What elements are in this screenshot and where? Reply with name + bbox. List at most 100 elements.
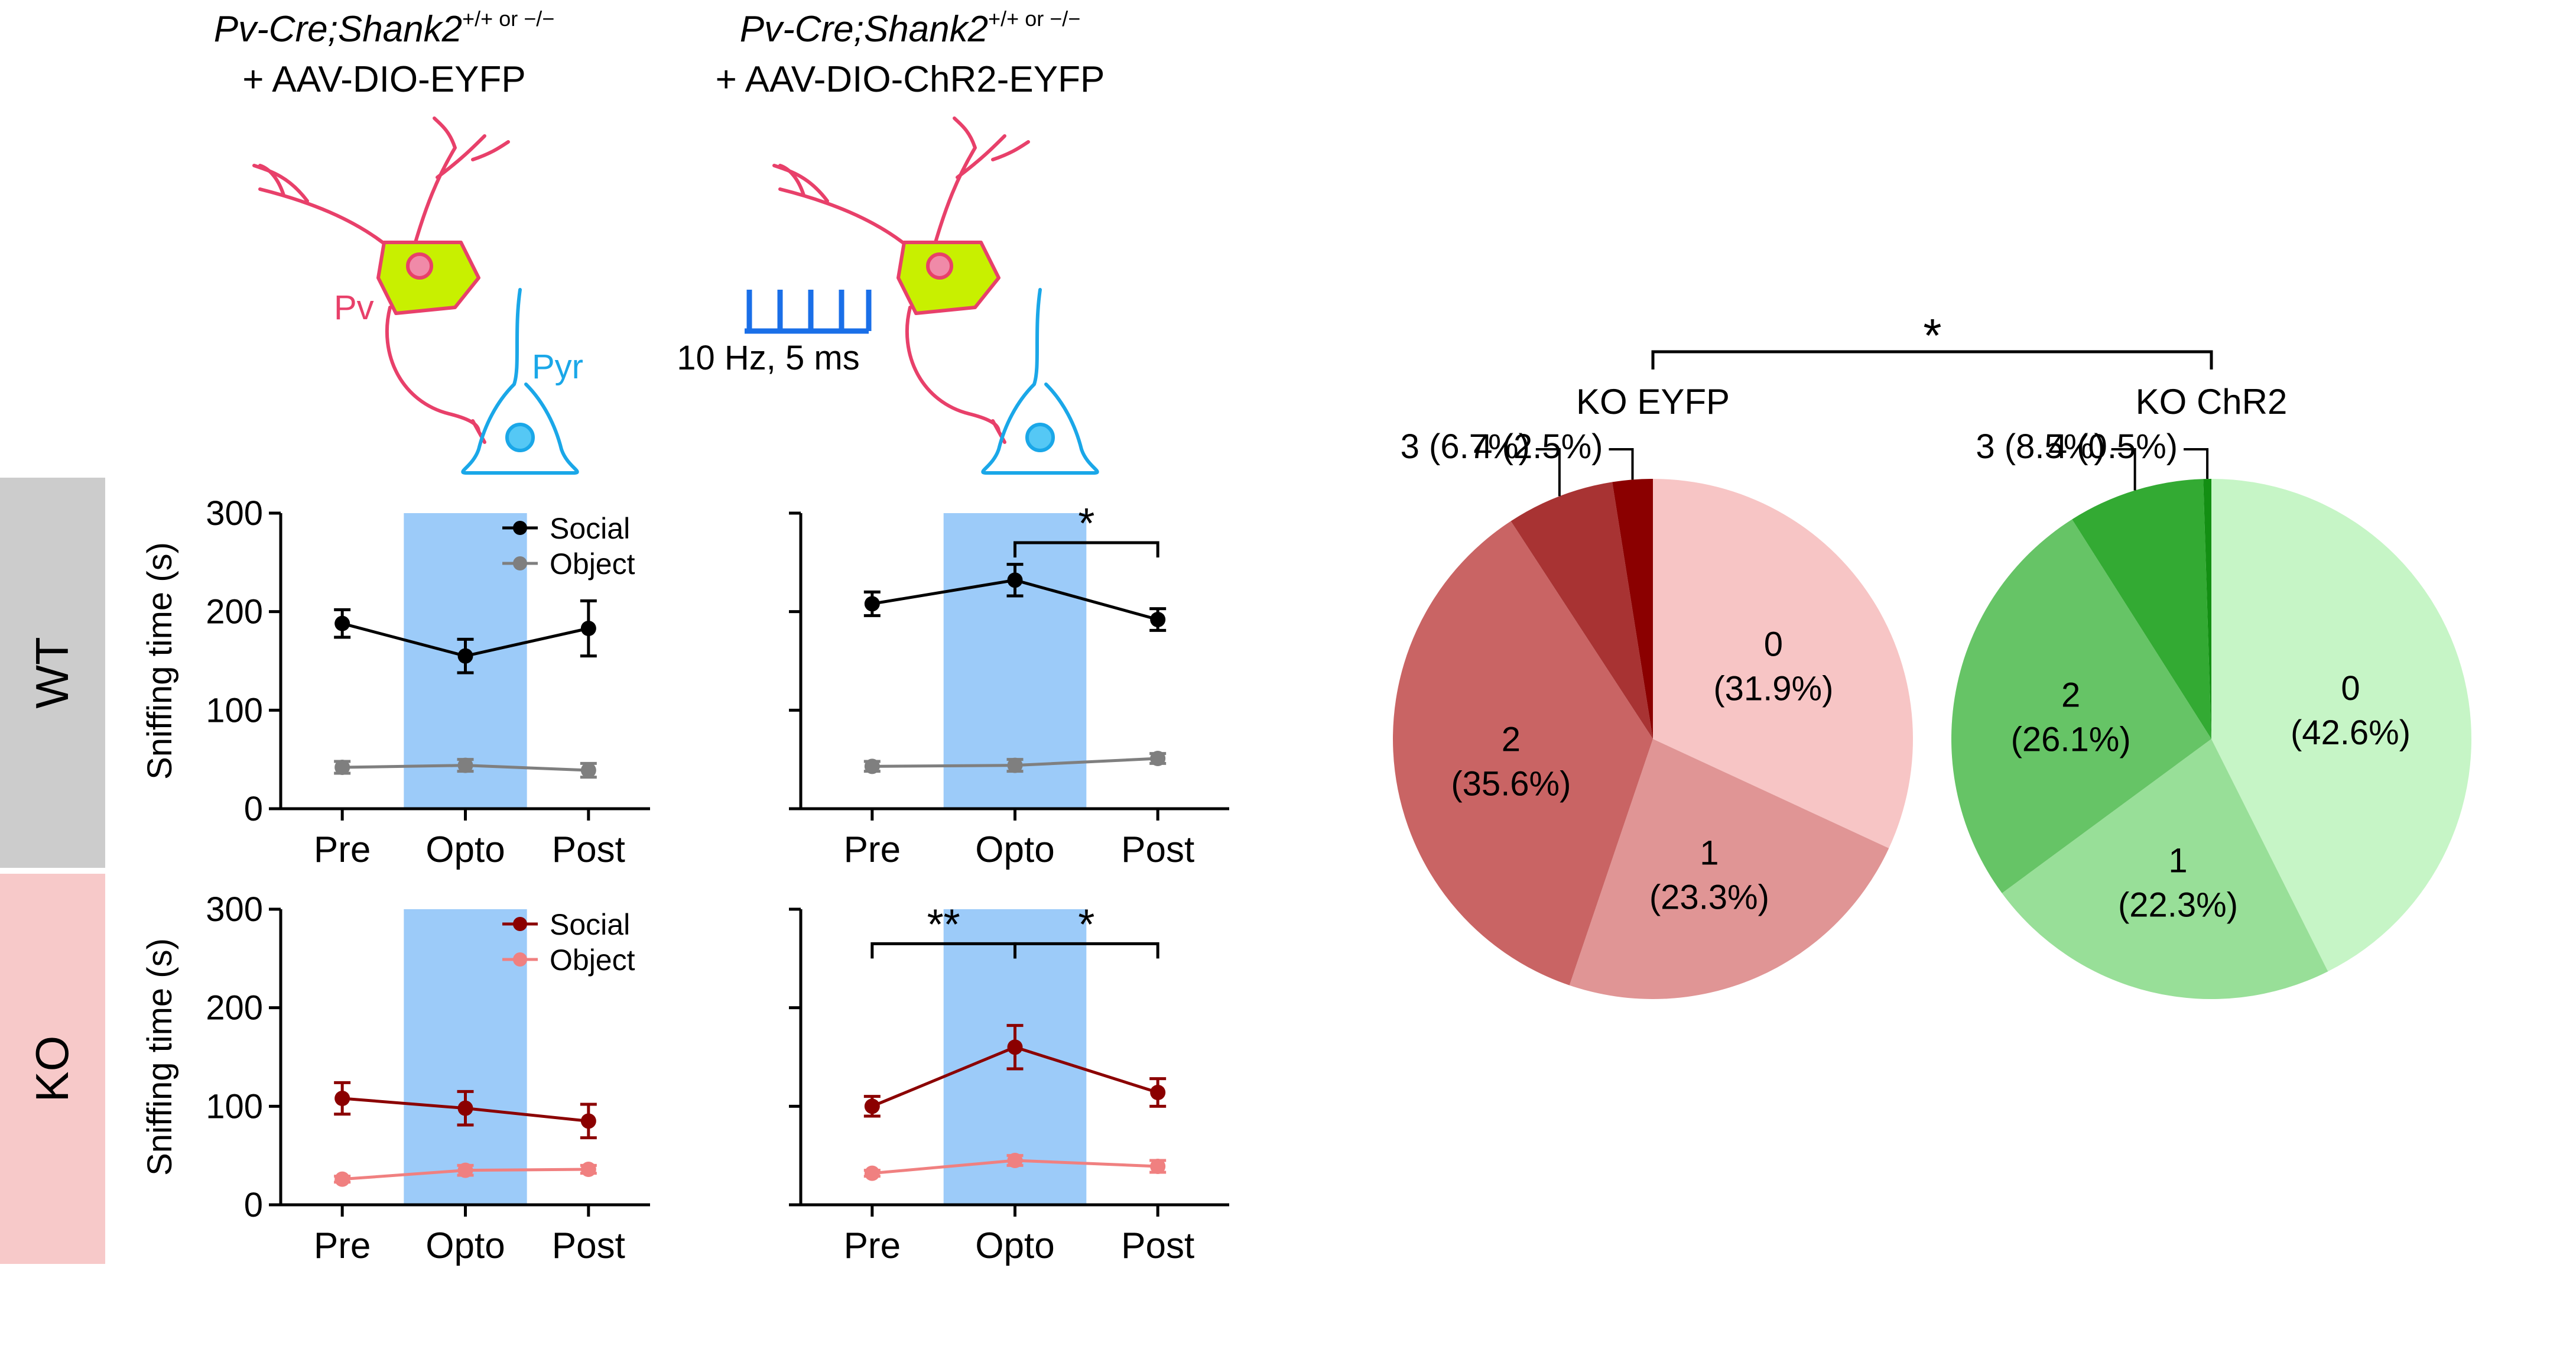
ko-row-box	[0, 874, 105, 1264]
data-point	[457, 1100, 473, 1116]
pyr-label: Pyr	[532, 348, 583, 386]
legend-marker	[513, 521, 527, 535]
data-point	[1150, 1159, 1166, 1174]
pie-slice-percent: (31.9%)	[1713, 670, 1833, 708]
pyr-neuron	[981, 288, 1099, 475]
legend-marker	[513, 952, 527, 967]
pie-slice-label: 0	[1764, 625, 1783, 664]
x-tick-label: Pre	[314, 829, 371, 870]
pie-slice	[2203, 479, 2211, 739]
pyr-nucleus	[1025, 423, 1055, 452]
x-tick-label: Pre	[314, 1225, 371, 1266]
data-point	[334, 1091, 350, 1106]
data-point	[864, 1165, 880, 1181]
pie-callout-label: 4 (0.5%)	[2048, 427, 2178, 466]
pv-neuron-axon	[385, 306, 480, 433]
pie-callout-line	[1535, 448, 1561, 497]
y-tick-label: 0	[244, 1186, 263, 1224]
x-tick-label: Post	[1121, 829, 1194, 870]
pie-slice-label: 2	[1502, 720, 1521, 758]
data-point	[580, 763, 596, 778]
x-tick-label: Post	[552, 1225, 625, 1266]
pv-nucleus	[406, 252, 433, 280]
y-tick-label: 100	[206, 1087, 263, 1126]
pv-label: Pv	[334, 288, 374, 327]
pie-slice-percent: (42.6%)	[2291, 714, 2411, 752]
pie-title: KO EYFP	[1576, 382, 1730, 422]
pie-slice	[2072, 479, 2211, 739]
pie-slice	[2002, 739, 2328, 1000]
pie-slice-label: 2	[2061, 676, 2080, 714]
x-tick-label: Post	[552, 829, 625, 870]
pie-slice	[1612, 479, 1653, 739]
pie-slice	[1393, 521, 1653, 985]
data-point	[864, 1098, 880, 1114]
y-tick-label: 200	[206, 593, 263, 631]
pie-slice	[1569, 739, 1889, 999]
pie-slice-percent: (22.3%)	[2118, 886, 2238, 924]
wt-row-box	[0, 478, 105, 868]
neuron-schematic-eyfp	[252, 116, 579, 475]
left-genotype-label: Pv-Cre;Shank2+/+ or −/−	[214, 7, 555, 50]
data-point	[457, 648, 473, 664]
data-point	[1150, 1085, 1166, 1100]
data-point	[580, 1162, 596, 1177]
stim-label: 10 Hz, 5 ms	[677, 339, 859, 377]
pie-slice	[1510, 482, 1653, 739]
pie-slice-percent: (23.3%)	[1649, 878, 1769, 916]
data-point	[1007, 757, 1023, 773]
x-tick-label: Opto	[975, 829, 1054, 870]
pie-callout-label: 4 (2.5%)	[1473, 427, 1603, 466]
pie-slice	[2211, 479, 2471, 972]
data-point	[864, 596, 880, 612]
data-point	[1150, 751, 1166, 766]
pie-comparison-star: *	[1923, 309, 1941, 362]
pie-callout-label: 3 (6.7%)	[1401, 427, 1530, 466]
data-point	[334, 1171, 350, 1187]
significance-bracket	[1013, 541, 1159, 557]
pie-callout-line	[1609, 448, 1634, 480]
legend-label: Object	[550, 943, 635, 977]
pie-slice-percent: (35.6%)	[1451, 764, 1571, 803]
pie-title: KO ChR2	[2136, 382, 2288, 422]
significance-label: **	[927, 901, 960, 948]
pie-slice-label: 1	[1700, 834, 1719, 872]
pv-neuron-axon	[905, 306, 1000, 433]
pie-callout-label: 3 (8.5%)	[1976, 427, 2105, 466]
pie-slice	[1653, 479, 1914, 848]
pyr-neuron	[461, 288, 579, 475]
neuron-schematic-chr2	[772, 116, 1099, 475]
y-tick-label: 100	[206, 691, 263, 729]
ko-eyfp-chart: 0 100 200 300 Pre Opto Post Sniffing time (s) So…	[141, 890, 650, 1266]
x-tick-label: Opto	[975, 1225, 1054, 1266]
pyr-nucleus	[505, 423, 535, 452]
data-point	[1150, 612, 1166, 627]
data-point	[1007, 572, 1023, 588]
pie-slice-percent: (26.1%)	[2011, 720, 2131, 758]
significance-bracket	[1013, 942, 1159, 959]
right-genotype-label: Pv-Cre;Shank2+/+ or −/−	[740, 7, 1081, 50]
data-point	[457, 757, 473, 773]
data-point	[1007, 1039, 1023, 1055]
ko-row-label: KO	[26, 1036, 78, 1103]
wt-eyfp-chart: 0 100 200 300 Pre Opto Post Sniffing time (s) So…	[141, 494, 650, 870]
legend-marker	[513, 917, 527, 931]
pie-slice-label: 1	[2168, 841, 2187, 880]
y-tick-label: 300	[206, 494, 263, 533]
pie-comparison-bracket	[1651, 350, 2213, 369]
data-point	[580, 621, 596, 636]
pv-neuron-soma	[896, 241, 1000, 315]
pv-neuron-dendrites	[252, 116, 510, 250]
wt-chr2-chart: Pre Opto Post *	[789, 500, 1229, 870]
y-axis-label: Sniffing time (s)	[141, 542, 179, 780]
ko-chr2-chart: Pre Opto Post** *	[789, 901, 1229, 1266]
pie-slice-label: 0	[2341, 669, 2360, 708]
x-tick-label: Post	[1121, 1225, 1194, 1266]
y-tick-label: 0	[244, 790, 263, 828]
legend-label: Social	[550, 512, 630, 545]
data-point	[580, 1113, 596, 1129]
data-point	[457, 1162, 473, 1178]
left-construct-label: + AAV-DIO-EYFP	[242, 59, 526, 100]
opto-band	[404, 909, 527, 1205]
